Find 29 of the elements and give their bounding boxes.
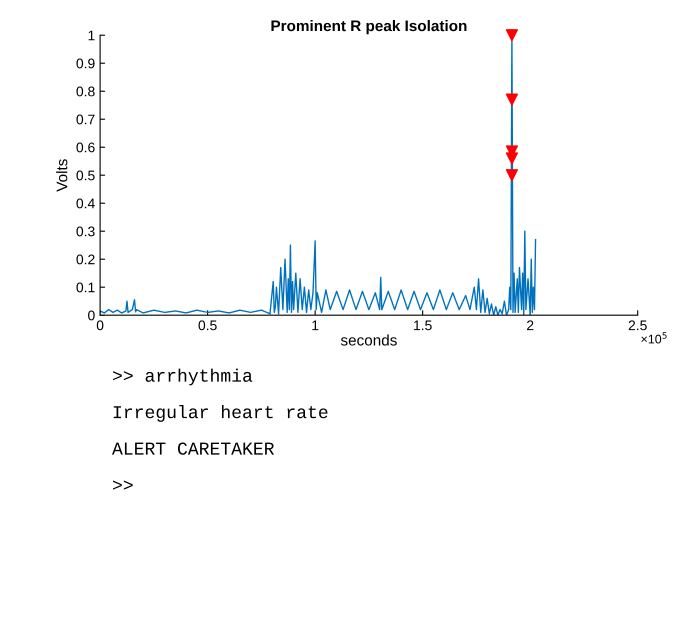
text: ×10$^{5}$ (641, 332, 667, 344)
x-tick-label: 1.5 (414, 320, 432, 330)
x-tick-label: 1 (312, 320, 318, 330)
x-tick-label: 0 (96, 320, 104, 330)
y-tick-label: 0.1 (76, 282, 95, 292)
y-tick-label: 0 (88, 310, 95, 320)
point (506, 152, 518, 164)
x-tick-label: 2.5 (628, 320, 647, 330)
y-axis-title: Volts (56, 159, 68, 192)
y-tick-label: 0.9 (76, 58, 95, 68)
x-tick-label: 2 (527, 320, 534, 330)
y-tick-label: 0.8 (76, 86, 95, 96)
y-tick-label: 0.7 (76, 114, 95, 124)
point (506, 94, 518, 106)
x-axis-title: seconds (340, 334, 397, 346)
text: Irregular heart rate (114, 405, 328, 422)
x-tick-label: 0.5 (198, 320, 217, 330)
text: ALERT CARETAKER (112, 442, 274, 455)
y-tick-label: 0.5 (76, 170, 95, 180)
point (506, 29, 518, 42)
text: >> (113, 480, 133, 490)
y-tick-label: 0.6 (76, 142, 95, 152)
y-tick-label: 0.2 (76, 254, 95, 264)
chart-title: Prominent R peak Isolation (271, 20, 466, 34)
y-tick-label: 0.3 (76, 226, 95, 236)
point (506, 169, 518, 182)
text: >> arrhythmia (113, 368, 252, 386)
y-tick-label: 0.4 (76, 198, 95, 208)
y-tick-label: 1 (88, 30, 95, 40)
